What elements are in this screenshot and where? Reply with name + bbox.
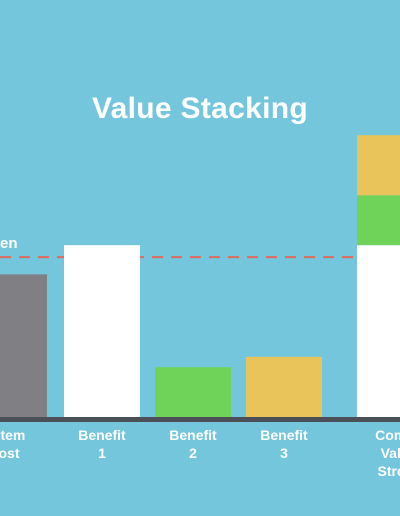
bar-segment-5-6 (357, 135, 400, 196)
bar-segment-5-5 (357, 195, 400, 246)
category-label-benefit-2: Benefit 2 (169, 427, 217, 461)
category-label-benefit-1: Benefit 1 (78, 427, 126, 461)
chart-title: Value Stacking (92, 92, 308, 125)
x-axis-baseline (0, 417, 400, 422)
bar-segment-3-2 (155, 367, 231, 417)
category-label-benefit-3: Benefit 3 (260, 427, 308, 461)
bar-segment-2-1 (64, 245, 140, 417)
reference-line-label: en (0, 235, 18, 253)
bar-segment-4-3 (246, 356, 322, 417)
bar-segment-1-0 (0, 274, 47, 417)
category-label-combined: Comb Valu Strea (375, 427, 400, 479)
category-label-system-cost: stem ost (0, 427, 26, 461)
bar-segment-5-4 (357, 245, 400, 417)
